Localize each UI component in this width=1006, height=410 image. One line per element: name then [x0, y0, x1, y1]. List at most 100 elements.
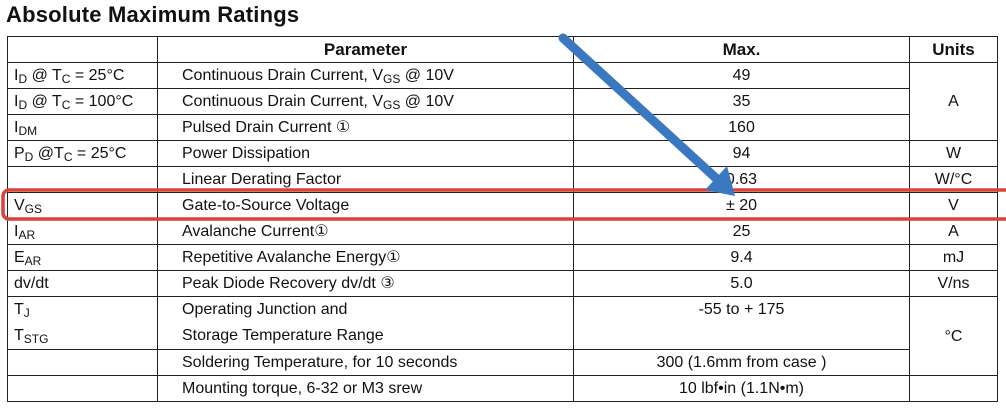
max-cell: 25 — [573, 218, 910, 245]
subscript: D — [18, 72, 28, 86]
text-part: @T — [33, 145, 64, 162]
symbol-cell: ID @ TC = 100°C — [7, 88, 158, 115]
units-cell: A — [909, 62, 998, 141]
text-part: Operating Junction and — [182, 301, 348, 318]
text-part: @ T — [27, 93, 62, 110]
text-part: Gate-to-Source Voltage — [182, 197, 350, 214]
table-row: IDM Pulsed Drain Current ① 160 — [7, 114, 998, 141]
header-symbol — [7, 36, 158, 63]
parameter-cell: Peak Diode Recovery dv/dt ③ — [157, 270, 574, 297]
text-part: Repetitive Avalanche Energy① — [182, 249, 401, 266]
text-part: Avalanche Current① — [182, 223, 329, 240]
max-cell: ± 20 — [573, 192, 910, 219]
max-cell: 160 — [573, 114, 910, 141]
symbol-cell: IDM — [7, 114, 158, 141]
text-part: @ 10V — [400, 93, 454, 110]
table-row: IAR Avalanche Current① 25 A — [7, 218, 998, 245]
subscript: GS — [24, 202, 43, 216]
symbol-cell — [7, 166, 158, 193]
text-part: P — [14, 145, 25, 162]
subscript: D — [18, 98, 28, 112]
text-part: Pulsed Drain Current ① — [182, 119, 351, 136]
subscript: J — [23, 306, 30, 320]
table-row: TJ TSTG Operating Junction and Storage Temp… — [7, 296, 998, 376]
units-cell: V/ns — [909, 270, 998, 297]
units-cell: V — [909, 192, 998, 219]
subscript: C — [61, 72, 71, 86]
parameter-cell: Soldering Temperature, for 10 seconds — [157, 349, 574, 376]
text-part: E — [14, 249, 25, 266]
symbol-cell: VGS — [7, 192, 158, 219]
text-part: @ 10V — [400, 67, 454, 84]
text-part: Mounting torque, 6-32 or M3 srew — [182, 380, 423, 397]
subscript: DM — [18, 124, 38, 138]
text-part: Power Dissipation — [182, 145, 311, 162]
parameter-cell: Continuous Drain Current, VGS @ 10V — [157, 62, 574, 89]
text-part: V — [14, 197, 25, 214]
parameter-cell: Gate-to-Source Voltage — [157, 192, 574, 219]
symbol-cell — [7, 349, 158, 376]
subscript: C — [61, 98, 71, 112]
max-cell: 94 — [573, 140, 910, 167]
max-cell: -55 to + 175 — [573, 296, 910, 350]
symbol-cell: EAR — [7, 244, 158, 271]
text-part: I — [14, 93, 19, 110]
subscript: GS — [382, 72, 401, 86]
text-part: Linear Derating Factor — [182, 171, 342, 188]
text-part: I — [14, 119, 19, 136]
symbol-cell: TJ TSTG — [7, 296, 158, 350]
text-part: = 25°C — [72, 145, 127, 162]
table-row: Mounting torque, 6-32 or M3 srew 10 lbf•i… — [7, 375, 998, 402]
max-cell: 49 — [573, 62, 910, 89]
max-cell: 0.63 — [573, 166, 910, 193]
parameter-cell: Repetitive Avalanche Energy① — [157, 244, 574, 271]
max-cell: 35 — [573, 88, 910, 115]
symbol-cell: IAR — [7, 218, 158, 245]
header-units: Units — [909, 36, 998, 63]
text-part: = 100°C — [70, 93, 134, 110]
parameter-cell: Linear Derating Factor — [157, 166, 574, 193]
symbol-cell: dv/dt — [7, 270, 158, 297]
section-title: Absolute Maximum Ratings — [6, 2, 300, 27]
units-cell: A — [909, 218, 998, 245]
parameter-cell: Avalanche Current① — [157, 218, 574, 245]
text-part: Continuous Drain Current, V — [182, 67, 383, 84]
text-part: Peak Diode Recovery dv/dt ③ — [182, 275, 395, 292]
table-row: dv/dt Peak Diode Recovery dv/dt ③ 5.0 V/ns — [7, 270, 998, 297]
table-row: ID @ TC = 100°C Continuous Drain Current,… — [7, 88, 998, 115]
table-row: PD @TC = 25°C Power Dissipation 94 W — [7, 140, 998, 167]
units-cell: mJ — [909, 244, 998, 271]
units-cell — [909, 375, 998, 402]
text-part: I — [14, 67, 19, 84]
text-part: = 25°C — [70, 67, 125, 84]
table-row: ID @ TC = 25°C Continuous Drain Current, … — [7, 62, 998, 141]
units-cell: °C — [909, 296, 998, 376]
header-max: Max. — [573, 36, 910, 63]
symbol-cell — [7, 375, 158, 402]
subscript: C — [63, 150, 73, 164]
header-parameter: Parameter — [157, 36, 574, 63]
max-cell: 10 lbf•in (1.1N•m) — [573, 375, 910, 402]
text-part: Soldering Temperature, for 10 seconds — [182, 354, 458, 371]
max-cell: 9.4 — [573, 244, 910, 271]
max-cell: 5.0 — [573, 270, 910, 297]
subscript: AR — [24, 254, 42, 268]
text-part: dv/dt — [14, 275, 49, 292]
units-cell: W/°C — [909, 166, 998, 193]
subscript: STG — [23, 332, 49, 346]
table-header-row: Parameter Max. Units — [7, 36, 998, 63]
table-row: EAR Repetitive Avalanche Energy① 9.4 mJ — [7, 244, 998, 271]
ratings-table: Parameter Max. Units ID @ TC = 25°C Conti… — [7, 36, 998, 402]
text-part: I — [14, 223, 19, 240]
parameter-cell: Pulsed Drain Current ① — [157, 114, 574, 141]
parameter-cell: Mounting torque, 6-32 or M3 srew — [157, 375, 574, 402]
table-row: VGS Gate-to-Source Voltage ± 20 V — [7, 192, 998, 219]
text-part: @ T — [27, 67, 62, 84]
table-row: Linear Derating Factor 0.63 W/°C — [7, 166, 998, 193]
parameter-cell: Operating Junction and Storage Temperatur… — [157, 296, 574, 350]
subscript: AR — [18, 228, 36, 242]
symbol-cell: ID @ TC = 25°C — [7, 62, 158, 89]
max-cell: 300 (1.6mm from case ) — [573, 349, 910, 376]
text-part: Storage Temperature Range — [182, 327, 384, 344]
parameter-cell: Continuous Drain Current, VGS @ 10V — [157, 88, 574, 115]
